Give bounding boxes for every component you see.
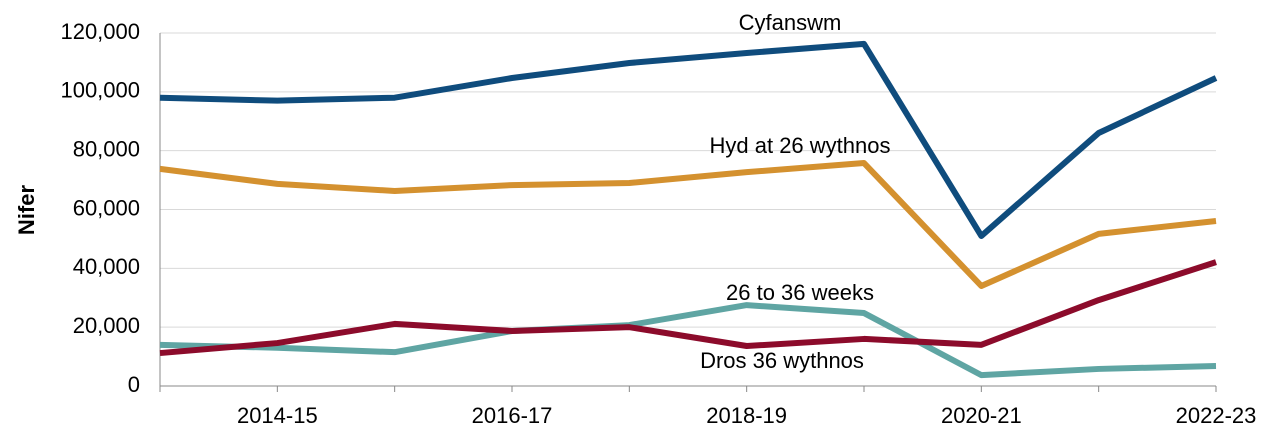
line-series xyxy=(159,160,1217,289)
y-axis-label: Nifer xyxy=(14,185,39,236)
y-tick-label: 20,000 xyxy=(73,313,140,338)
series-label: Dros 36 wythnos xyxy=(700,348,864,373)
y-tick-label: 100,000 xyxy=(60,78,140,103)
y-tick-label: 40,000 xyxy=(73,254,140,279)
y-tick-label: 60,000 xyxy=(73,195,140,220)
x-tick-label: 2016-17 xyxy=(472,403,553,428)
y-tick-label: 0 xyxy=(128,372,140,397)
x-tick-label: 2022-23 xyxy=(1176,403,1257,428)
y-tick-label: 80,000 xyxy=(73,136,140,161)
series-label: Hyd at 26 wythnos xyxy=(710,133,891,158)
line-series xyxy=(159,302,1217,379)
x-tick-label: 2018-19 xyxy=(706,403,787,428)
y-tick-label: 120,000 xyxy=(60,19,140,44)
series-label: Cyfanswm xyxy=(739,10,842,35)
series-label: 26 to 36 weeks xyxy=(726,280,874,305)
x-tick-label: 2014-15 xyxy=(237,403,318,428)
line-series xyxy=(159,40,1218,239)
line-series xyxy=(159,259,1217,357)
x-tick-label: 2020-21 xyxy=(941,403,1022,428)
